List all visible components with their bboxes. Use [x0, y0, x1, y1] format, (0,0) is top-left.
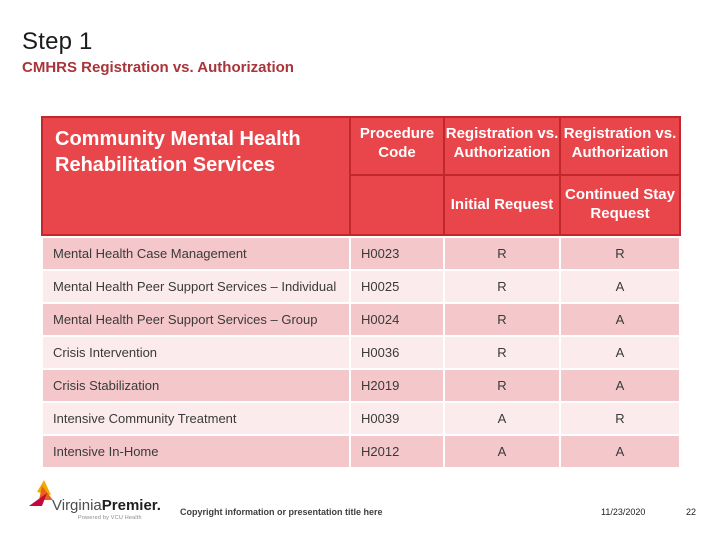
procedure-code-cell: H0039 [351, 403, 443, 434]
header-procedure-code: Procedure Code [351, 118, 443, 174]
table-row: Mental Health Case Management H0023 R R [41, 238, 681, 269]
header-reg-vs-auth-initial: Registration vs. Authorization [445, 118, 559, 174]
table-row: Intensive Community Treatment H0039 A R [41, 403, 681, 434]
page-subtitle: CMHRS Registration vs. Authorization [22, 59, 294, 76]
table-body: Mental Health Case Management H0023 R R … [41, 238, 681, 467]
continued-stay-cell: A [561, 370, 679, 401]
procedure-code-cell: H2012 [351, 436, 443, 467]
procedure-code-cell: H0024 [351, 304, 443, 335]
header-continued-stay: Continued Stay Request [561, 176, 679, 234]
page-title: Step 1 [22, 28, 93, 55]
footer-date: 11/23/2020 [601, 507, 646, 517]
table-row: Mental Health Peer Support Services – In… [41, 271, 681, 302]
table-header: Community Mental Health Rehabilitation S… [41, 116, 681, 236]
table-row: Crisis Stabilization H2019 R A [41, 370, 681, 401]
continued-stay-cell: A [561, 271, 679, 302]
continued-stay-cell: A [561, 337, 679, 368]
service-cell: Intensive In-Home [43, 436, 349, 467]
continued-stay-cell: R [561, 403, 679, 434]
service-cell: Mental Health Peer Support Services – In… [43, 271, 349, 302]
header-reg-vs-auth-continued: Registration vs. Authorization [561, 118, 679, 174]
service-cell: Intensive Community Treatment [43, 403, 349, 434]
brand-tagline: Powered by VCU Health [78, 515, 142, 521]
procedure-code-cell: H0025 [351, 271, 443, 302]
header-blank-cell [351, 176, 443, 234]
initial-request-cell: R [445, 271, 559, 302]
virginia-premier-logo: VirginiaPremier. Powered by VCU Health [26, 480, 161, 530]
continued-stay-cell: A [561, 436, 679, 467]
flame-icon [29, 480, 53, 506]
initial-request-cell: R [445, 238, 559, 269]
brand-first: Virginia [52, 497, 102, 514]
footer-copyright: Copyright information or presentation ti… [180, 507, 383, 517]
initial-request-cell: A [445, 403, 559, 434]
initial-request-cell: R [445, 337, 559, 368]
header-service: Community Mental Health Rehabilitation S… [43, 118, 349, 234]
procedure-code-cell: H2019 [351, 370, 443, 401]
procedure-code-cell: H0023 [351, 238, 443, 269]
table-row: Mental Health Peer Support Services – Gr… [41, 304, 681, 335]
service-cell: Crisis Stabilization [43, 370, 349, 401]
brand-name: VirginiaPremier. [52, 497, 161, 514]
table-row: Crisis Intervention H0036 R A [41, 337, 681, 368]
header-initial-request: Initial Request [445, 176, 559, 234]
cmhrs-table: Community Mental Health Rehabilitation S… [41, 116, 681, 467]
initial-request-cell: R [445, 370, 559, 401]
footer-page-number: 22 [686, 507, 697, 517]
table-row: Intensive In-Home H2012 A A [41, 436, 681, 467]
continued-stay-cell: A [561, 304, 679, 335]
service-cell: Crisis Intervention [43, 337, 349, 368]
procedure-code-cell: H0036 [351, 337, 443, 368]
initial-request-cell: R [445, 304, 559, 335]
brand-second: Premier. [101, 497, 161, 514]
initial-request-cell: A [445, 436, 559, 467]
service-cell: Mental Health Peer Support Services – Gr… [43, 304, 349, 335]
continued-stay-cell: R [561, 238, 679, 269]
service-cell: Mental Health Case Management [43, 238, 349, 269]
